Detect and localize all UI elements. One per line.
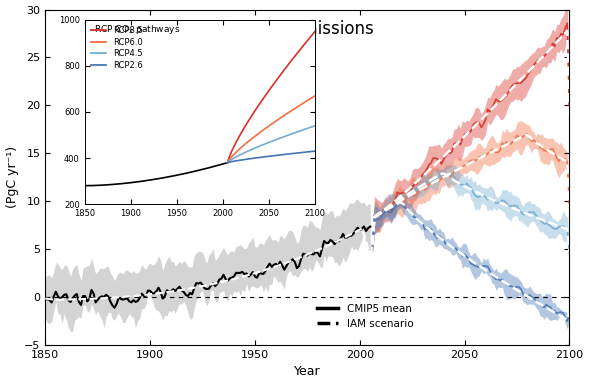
Legend: CMIP5 mean, IAM scenario: CMIP5 mean, IAM scenario (313, 300, 418, 333)
X-axis label: Year: Year (294, 366, 320, 379)
Text: Fossil-fuel emissions: Fossil-fuel emissions (203, 20, 373, 38)
Y-axis label: (PgC yr⁻¹): (PgC yr⁻¹) (5, 146, 19, 209)
